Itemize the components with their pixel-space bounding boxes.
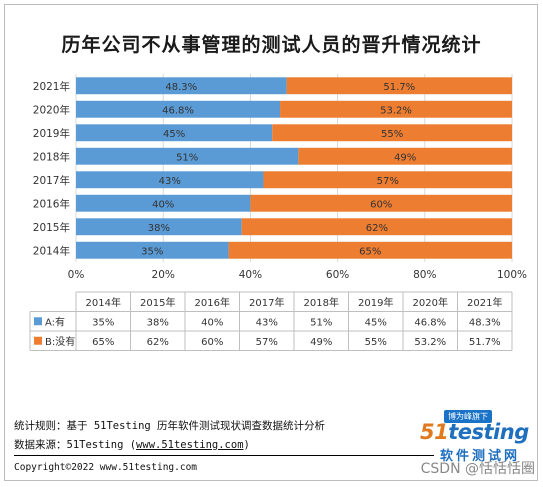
bar-segment xyxy=(76,147,299,165)
csdn-watermark: CSDN @恬恬恬圈 xyxy=(420,461,535,477)
y-tick-label: 2016年 xyxy=(33,197,70,210)
logo-subtitle: 软件测试网 xyxy=(440,449,521,464)
y-tick-label: 2017年 xyxy=(33,174,70,187)
stat-rules-text: 统计规则：基于 51Testing 历年软件测试现状调查数据统计分析 xyxy=(14,420,326,432)
bar-data-label: 46.8% xyxy=(162,105,194,116)
table-header-cell: 2019年 xyxy=(358,296,393,309)
data-source-link[interactable]: www.51testing.com xyxy=(136,439,244,451)
bar-segment xyxy=(241,218,512,236)
legend-swatch xyxy=(34,317,42,326)
table-cell: 35% xyxy=(92,317,114,328)
y-tick-label: 2019年 xyxy=(33,127,70,140)
table-cell: 65% xyxy=(92,337,114,348)
table-cell: 48.3% xyxy=(469,317,501,328)
copyright-text: Copyright©2022 www.51testing.com xyxy=(14,462,198,473)
x-tick-label: 80% xyxy=(413,269,436,281)
bar-data-label: 45% xyxy=(163,129,185,140)
bar-segment xyxy=(280,100,512,118)
x-tick-label: 40% xyxy=(239,269,262,281)
bar-segment xyxy=(76,100,281,118)
bar-data-label: 48.3% xyxy=(165,82,197,93)
bar-segment xyxy=(76,241,229,259)
legend-label: A:有 xyxy=(45,315,65,328)
data-source-text: 数据来源：51Testing (www.51testing.com) xyxy=(14,437,250,452)
x-tick-label: 20% xyxy=(152,269,175,281)
bar-segment xyxy=(298,147,512,165)
bar-segment xyxy=(76,171,264,189)
bar-data-label: 65% xyxy=(359,246,381,257)
bar-data-label: 40% xyxy=(152,199,174,210)
bar-data-label: 55% xyxy=(381,129,403,140)
bar-segment xyxy=(286,77,512,95)
logo-brand-word: testing xyxy=(448,420,529,444)
table-cell: 46.8% xyxy=(414,317,446,328)
table-cell: 53.2% xyxy=(414,337,446,348)
table-header-cell: 2020年 xyxy=(413,296,448,309)
x-tick-label: 60% xyxy=(326,269,349,281)
bar-data-label: 38% xyxy=(148,223,170,234)
bar-segment xyxy=(76,77,287,95)
bar-data-label: 60% xyxy=(370,199,392,210)
legend-label: B:没有 xyxy=(45,335,75,348)
bar-data-label: 35% xyxy=(141,246,163,257)
bar-segment xyxy=(76,194,251,212)
bar-segment xyxy=(76,218,242,236)
x-tick-label: 0% xyxy=(68,269,85,281)
table-cell: 51% xyxy=(310,317,332,328)
y-tick-label: 2014年 xyxy=(33,244,70,257)
bar-segment xyxy=(76,124,273,142)
bar-data-label: 57% xyxy=(377,176,399,187)
table-cell: 51.7% xyxy=(469,337,501,348)
y-tick-label: 2021年 xyxy=(33,80,70,93)
y-tick-label: 2015年 xyxy=(33,221,70,234)
bar-data-label: 53.2% xyxy=(380,105,412,116)
table-header-cell: 2015年 xyxy=(140,296,175,309)
table-cell: 40% xyxy=(201,317,223,328)
table-cell: 38% xyxy=(147,317,169,328)
bar-data-label: 62% xyxy=(366,223,388,234)
chart-title: 历年公司不从事管理的测试人员的晋升情况统计 xyxy=(61,34,482,56)
y-tick-label: 2020年 xyxy=(33,103,70,116)
footer-divider xyxy=(14,455,434,456)
table-cell: 62% xyxy=(147,337,169,348)
bar-segment xyxy=(263,171,512,189)
data-source-label: 数据来源：51Testing ( xyxy=(14,439,137,451)
bar-data-label: 51.7% xyxy=(383,82,415,93)
51testing-logo: 博为峰旗下 51testing 软件测试网 xyxy=(416,410,536,464)
table-header-cell: 2016年 xyxy=(195,296,230,309)
table-cell: 57% xyxy=(256,337,278,348)
table-cell: 45% xyxy=(365,317,387,328)
chart-frame xyxy=(4,4,538,481)
bar-segment xyxy=(272,124,512,142)
table-cell: 49% xyxy=(310,337,332,348)
x-tick-label: 100% xyxy=(497,269,527,281)
y-tick-label: 2018年 xyxy=(33,150,70,163)
table-header-cell: 2017年 xyxy=(249,296,284,309)
bar-segment xyxy=(228,241,512,259)
logo-brand: 51testing xyxy=(420,420,529,444)
bar-data-label: 49% xyxy=(394,152,416,163)
bar-data-label: 43% xyxy=(159,176,181,187)
table-header-cell: 2021年 xyxy=(467,296,502,309)
bar-segment xyxy=(250,194,512,212)
table-cell: 43% xyxy=(256,317,278,328)
legend-swatch xyxy=(34,336,42,345)
table-cell: 55% xyxy=(365,337,387,348)
table-header-cell: 2018年 xyxy=(304,296,339,309)
logo-brand-number: 51 xyxy=(420,420,449,444)
table-header-cell: 2014年 xyxy=(86,296,121,309)
logo-badge: 博为峰旗下 xyxy=(444,410,492,423)
table-cell: 60% xyxy=(201,337,223,348)
bar-data-label: 51% xyxy=(176,152,198,163)
data-source-close: ) xyxy=(243,439,250,451)
